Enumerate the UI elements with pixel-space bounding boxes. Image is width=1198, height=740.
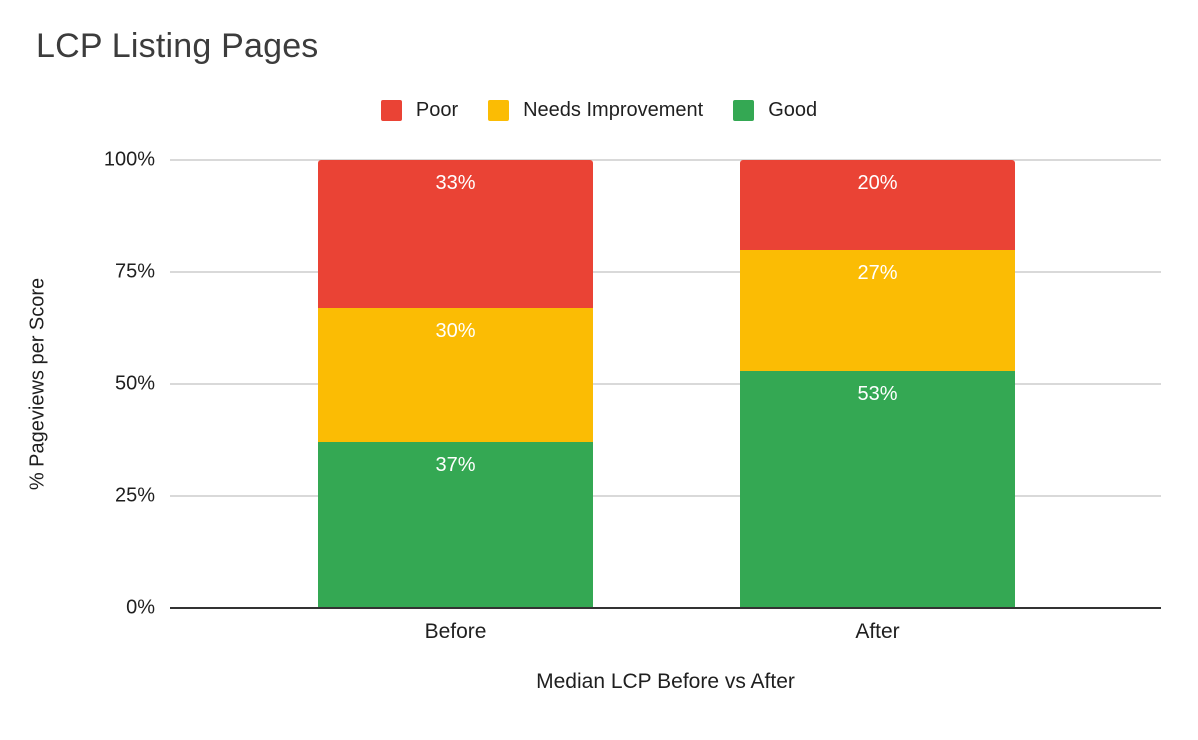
gridline [170,271,1161,273]
segment-value-label: 20% [857,172,898,194]
gridline [170,159,1161,161]
bar-after: 20% 27% 53% [740,160,1015,608]
y-tick-label: 100% [103,148,155,171]
segment-needs-improvement: 30% [318,307,593,443]
y-tick-label: 0% [126,596,155,619]
legend-label: Needs Improvement [523,99,704,121]
chart-legend: Poor Needs Improvement Good [0,99,1198,122]
x-axis-title: Median LCP Before vs After [536,670,795,693]
segment-value-label: 33% [435,172,476,194]
legend-label: Good [768,99,818,121]
legend-swatch-icon [380,100,402,121]
gridline [170,383,1161,385]
segment-value-label: 53% [857,382,898,405]
chart-title: LCP Listing Pages [36,27,319,65]
segment-good: 53% [740,370,1015,608]
x-category-label: Before [424,620,487,643]
segment-poor: 20% [740,160,1015,250]
segment-value-label: 27% [857,261,898,284]
segment-needs-improvement: 27% [740,249,1015,371]
segment-value-label: 30% [435,319,476,342]
segment-poor: 33% [318,160,593,308]
y-tick-label: 50% [114,372,155,395]
x-category-label: After [855,620,900,643]
legend-item-poor: Poor [380,99,459,122]
legend-swatch-icon [733,100,755,121]
legend-label: Poor [415,99,459,121]
legend-item-good: Good [733,99,817,122]
legend-item-needs-improvement: Needs Improvement [488,99,703,122]
y-axis-title: % Pageviews per Score [26,277,49,491]
y-tick-label: 75% [114,260,155,283]
plot-area: Median LCP Before vs After 0% 25% 50% 75% 10… [104,149,1161,693]
legend-swatch-icon [488,100,510,121]
x-axis-baseline [170,607,1161,609]
bar-before: 33% 30% 37% [318,160,593,608]
gridline [170,495,1161,497]
segment-value-label: 37% [435,454,476,477]
segment-good: 37% [318,442,593,608]
y-tick-label: 25% [114,484,155,507]
